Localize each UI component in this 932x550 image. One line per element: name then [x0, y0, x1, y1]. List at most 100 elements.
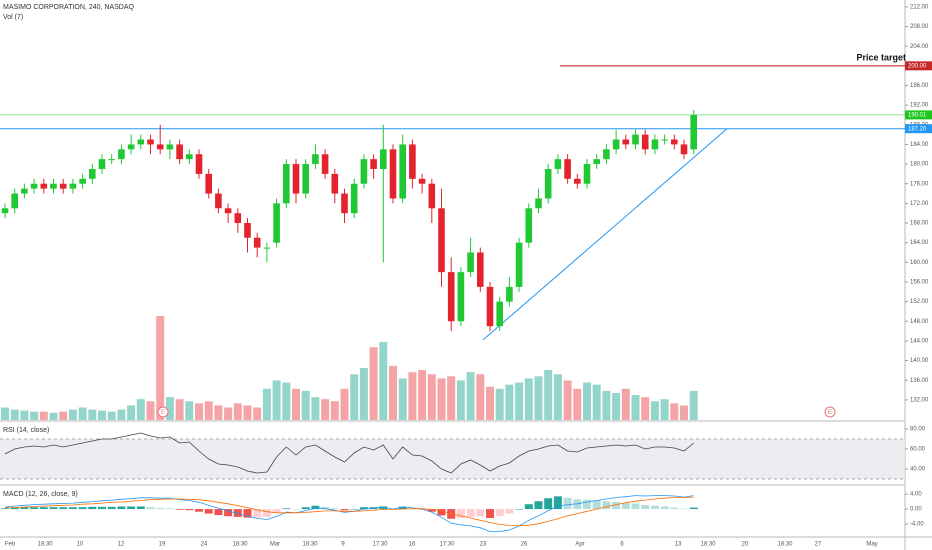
rsi-title: RSI (14, close) — [3, 427, 49, 434]
macd-histogram-bar — [20, 507, 29, 510]
macd-histogram-bar — [272, 509, 281, 513]
candle-body — [186, 154, 193, 160]
volume-bar — [379, 342, 388, 420]
candle-body — [564, 159, 571, 179]
macd-histogram-bar — [524, 504, 533, 510]
macd-histogram-bar — [1, 508, 9, 510]
candle-body — [69, 183, 77, 189]
macd-histogram-bar — [670, 507, 679, 510]
volume-bar — [175, 399, 184, 420]
macd-histogram-bar — [253, 509, 262, 518]
macd-histogram-bar — [59, 507, 68, 510]
volume-bar — [524, 378, 533, 420]
x-tick-label: 23 — [480, 542, 487, 548]
macd-histogram-bar — [146, 507, 155, 510]
candle-body — [292, 164, 300, 194]
macd-histogram-bar — [262, 509, 271, 517]
volume-bar — [233, 403, 242, 420]
candle-body — [622, 139, 630, 145]
y-tick-label: 148.00 — [910, 319, 929, 325]
volume-bar — [311, 397, 320, 420]
macd-histogram-bar — [612, 501, 621, 510]
volume-bar — [466, 372, 475, 420]
candle-body — [525, 208, 533, 243]
macd-histogram-bar — [641, 504, 650, 510]
x-tick-label: 27 — [815, 542, 822, 548]
volume-bar — [650, 401, 659, 420]
y-tick-label: 176.00 — [910, 181, 929, 187]
macd-histogram-bar — [78, 507, 87, 510]
earnings-marker — [824, 406, 836, 418]
x-tick-label: 18:30 — [700, 542, 716, 548]
chart-title: MASIMO CORPORATION, 240, NASDAQ — [3, 4, 135, 11]
macd-histogram-bar — [631, 503, 640, 510]
volume-bar — [573, 388, 582, 420]
macd-histogram-bar — [282, 508, 291, 510]
volume-bar — [49, 412, 58, 420]
candle-body — [428, 183, 436, 209]
volume-bar — [660, 399, 669, 420]
candle-body — [341, 193, 348, 214]
y-tick-label: 204.00 — [910, 44, 929, 50]
macd-histogram-bar — [136, 506, 145, 510]
volume-bar — [486, 386, 494, 420]
volume-bar — [78, 407, 87, 420]
volume-bar — [253, 407, 262, 420]
volume-bar — [447, 376, 456, 420]
x-tick-label: 20 — [742, 542, 749, 548]
volume-bar — [592, 384, 601, 420]
candle-body — [409, 144, 416, 179]
volume-bar — [641, 397, 650, 420]
volume-bar — [127, 405, 136, 420]
candle-body — [447, 272, 455, 322]
volume-bar — [301, 390, 310, 420]
volume-bar — [59, 411, 68, 420]
candle-body — [370, 159, 377, 169]
candle-body — [137, 139, 145, 145]
y-tick-label: 40.00 — [910, 467, 926, 473]
x-tick-label: 19 — [159, 542, 166, 548]
volume-bar — [136, 399, 145, 420]
volume-bar — [505, 384, 514, 420]
volume-bar — [427, 374, 436, 420]
macd-histogram-bar — [379, 506, 388, 510]
rsi-line — [4, 432, 694, 474]
macd-histogram-bar — [660, 506, 669, 510]
candle-body — [244, 223, 251, 238]
x-tick-label: May — [866, 542, 877, 548]
candle-body — [380, 149, 387, 169]
x-tick-label: 18:30 — [37, 542, 53, 548]
volume-bar — [689, 390, 698, 420]
candle-body — [457, 272, 465, 322]
candle-body — [98, 159, 106, 169]
candle-body — [515, 242, 523, 287]
candle-body — [127, 144, 135, 150]
volume-bar — [107, 411, 116, 420]
macd-histogram-bar — [204, 509, 213, 514]
macd-histogram-bar — [117, 506, 126, 510]
macd-histogram-bar — [456, 509, 465, 519]
macd-histogram-bar — [175, 509, 184, 510]
candle-body — [79, 178, 86, 184]
candle-body — [108, 159, 115, 161]
macd-histogram-bar — [689, 507, 698, 510]
macd-histogram-bar — [156, 507, 165, 510]
y-tick-label: 156.00 — [910, 280, 929, 286]
volume-bar — [262, 388, 271, 420]
macd-histogram-bar — [350, 509, 359, 510]
macd-histogram-bar — [553, 496, 562, 510]
earnings-marker — [157, 406, 169, 418]
volume-bar — [495, 388, 504, 420]
macd-histogram-bar — [321, 506, 330, 510]
volume-bar — [185, 401, 194, 420]
macd-histogram-bar — [486, 509, 494, 519]
candle-body — [535, 198, 542, 209]
y-tick-label: -4.00 — [910, 522, 924, 528]
candle-body — [253, 237, 261, 248]
x-tick-label: 12 — [118, 542, 125, 548]
volume-bar — [243, 405, 252, 420]
y-tick-label: 136.00 — [910, 378, 929, 384]
candle-body — [283, 164, 290, 204]
macd-histogram-bar — [107, 506, 116, 510]
